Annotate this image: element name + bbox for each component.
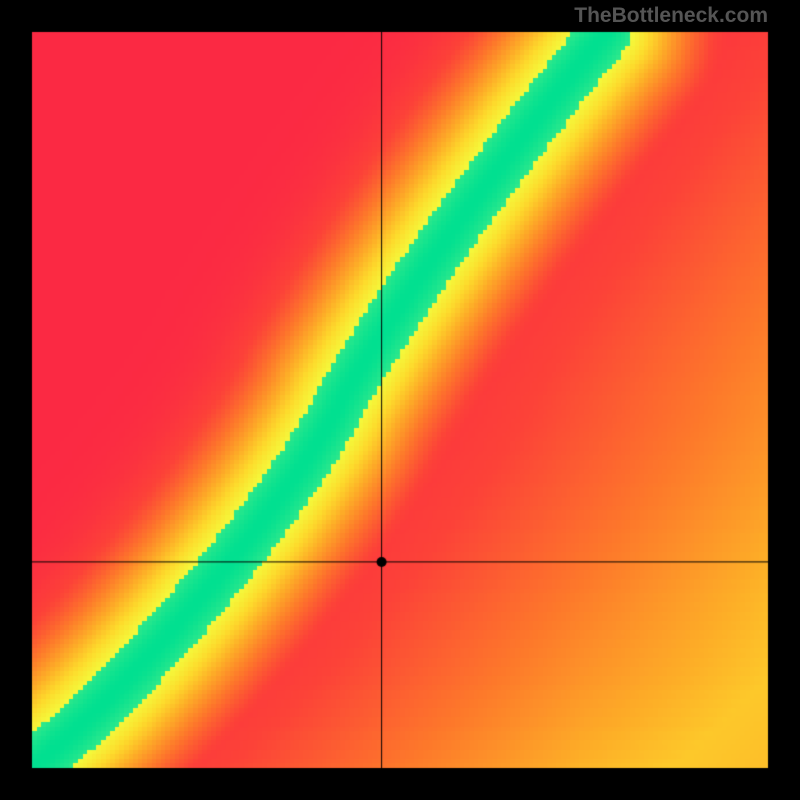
bottleneck-heatmap — [0, 0, 800, 800]
watermark-text: TheBottleneck.com — [574, 4, 768, 28]
